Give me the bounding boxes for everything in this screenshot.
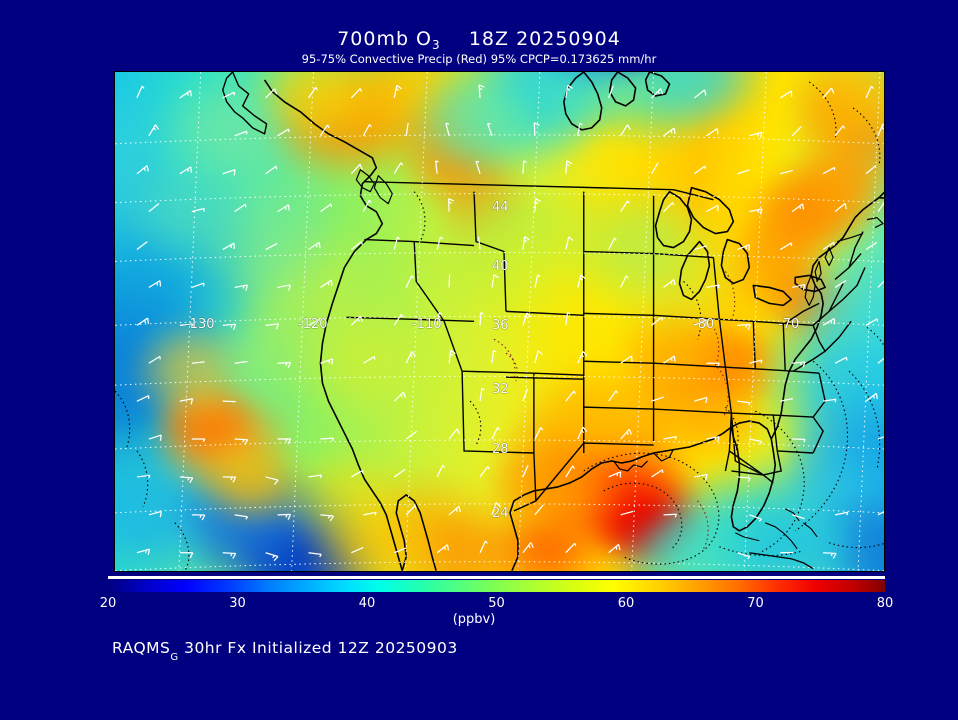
- latitude-label-40: 40: [492, 259, 509, 274]
- longitude-label-neg110: -110: [412, 317, 442, 332]
- colorbar-tick-70: 70: [747, 596, 764, 611]
- longitude-label-neg120: -120: [298, 317, 328, 332]
- latitude-label-32: 32: [492, 382, 509, 397]
- map-panel: -130-120-110-80-70-60444036322824: [114, 71, 885, 572]
- title-suffix: 18Z 20250904: [468, 28, 621, 50]
- caption-prefix: RAQMS: [112, 639, 171, 657]
- figure-subtitle: 95-75% Convective Precip (Red) 95% CPCP=…: [301, 52, 657, 66]
- colorbar-unit-label: (ppbv): [0, 612, 958, 627]
- latitude-label-24: 24: [492, 506, 509, 521]
- colorbar-tick-40: 40: [358, 596, 376, 611]
- figure-title: 700mb O3 18Z 20250904: [0, 28, 958, 52]
- colorbar-tick-20: 20: [99, 596, 117, 611]
- longitude-label-neg80: -80: [693, 317, 715, 332]
- colorbar-top-rule: [108, 576, 885, 579]
- caption-suffix: 30hr Fx Initialized 12Z 20250903: [184, 639, 458, 657]
- longitude-label-neg70: -70: [778, 317, 800, 332]
- colorbar-tick-30: 30: [229, 596, 246, 611]
- title-subscript: 3: [432, 38, 441, 52]
- colorbar: [108, 580, 885, 592]
- longitude-label-neg130: -130: [185, 317, 215, 332]
- colorbar-tick-60: 60: [617, 596, 635, 611]
- colorbar-tick-50: 50: [488, 596, 505, 611]
- caption-subscript: G: [170, 652, 179, 664]
- title-prefix: 700mb O: [337, 28, 433, 50]
- latitude-label-44: 44: [492, 200, 509, 215]
- figure-caption: RAQMSG 30hr Fx Initialized 12Z 20250903: [112, 639, 458, 664]
- colorbar-unit-text: (ppbv): [452, 612, 496, 627]
- latitude-label-28: 28: [492, 442, 509, 457]
- latitude-label-36: 36: [492, 318, 509, 333]
- colorbar-tick-80: 80: [876, 596, 894, 611]
